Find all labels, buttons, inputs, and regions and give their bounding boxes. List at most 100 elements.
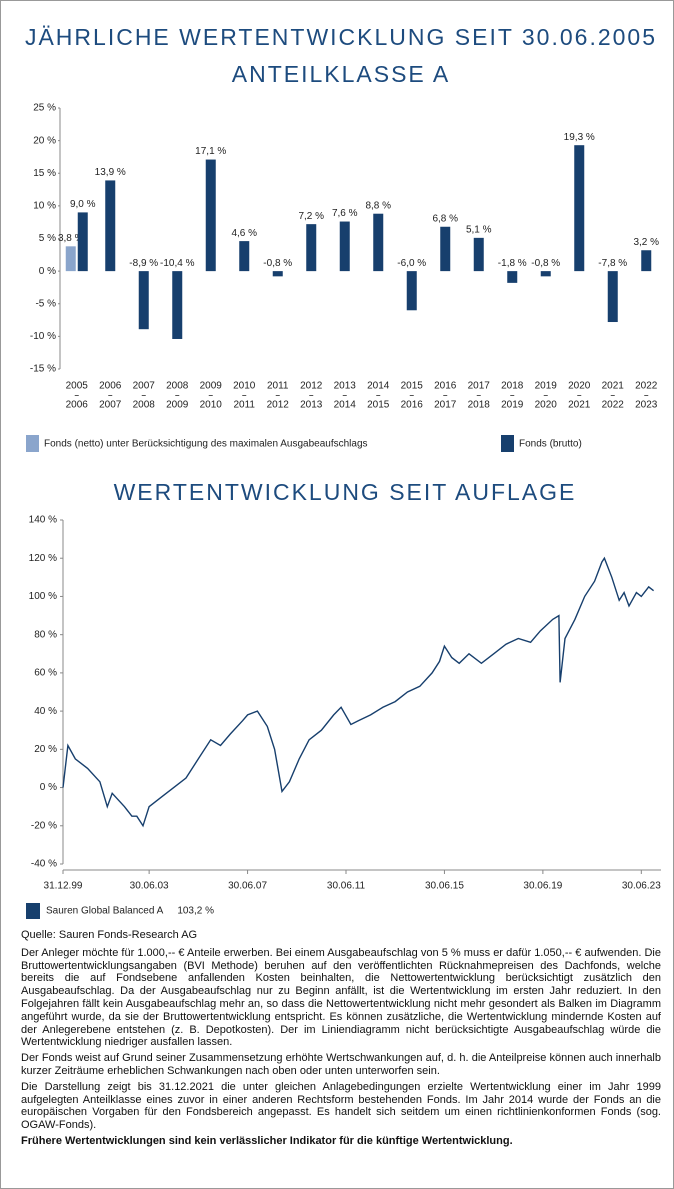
x-tick-label: 2007 xyxy=(99,400,122,411)
value-label: -1,8 % xyxy=(498,258,527,269)
y-tick-label: 60 % xyxy=(34,668,57,679)
y-tick-label: 20 % xyxy=(34,744,57,755)
value-label: 19,3 % xyxy=(564,132,595,143)
x-tick-label: 2011 xyxy=(267,381,289,392)
x-tick-label: 2014 xyxy=(334,400,357,411)
value-label: 6,8 % xyxy=(432,213,458,224)
line xyxy=(62,556,655,828)
y-tick-label: 80 % xyxy=(34,629,57,640)
x-tick-label: 2009 xyxy=(166,400,189,411)
y-tick-label: 120 % xyxy=(29,553,57,564)
paragraph: Der Anleger möchte für 1.000,-- € Anteil… xyxy=(21,946,661,1049)
x-tick-label: 2012 xyxy=(267,400,290,411)
x-tick-label: 2017 xyxy=(468,381,491,392)
y-tick-label: 0 % xyxy=(40,782,57,793)
bar xyxy=(65,246,76,272)
y-tick-label: -10 % xyxy=(30,331,56,342)
value-label: -7,8 % xyxy=(598,258,627,269)
x-tick-label: 2017 xyxy=(434,400,457,411)
x-tick-label: 2016 xyxy=(434,381,457,392)
x-tick-label: 2018 xyxy=(501,381,524,392)
paragraph: Der Fonds weist auf Grund seiner Zusamme… xyxy=(21,1052,661,1077)
value-label: -0,8 % xyxy=(531,258,560,269)
x-tick-label: 2013 xyxy=(300,400,323,411)
x-tick-label: 2015 xyxy=(367,400,390,411)
value-label: 7,2 % xyxy=(298,211,324,222)
x-tick-label: 2006 xyxy=(99,381,122,392)
x-tick-label: 2021 xyxy=(568,400,591,411)
y-tick-label: 100 % xyxy=(29,591,57,602)
legend-value: 103,2 % xyxy=(177,906,214,917)
value-label: 3,2 % xyxy=(633,237,659,248)
x-tick-label: 30.06.11 xyxy=(327,881,366,892)
y-tick-label: 20 % xyxy=(33,135,56,146)
x-tick-label: 30.06.07 xyxy=(228,881,267,892)
x-tick-label: 31.12.99 xyxy=(44,881,83,892)
x-tick-label: 2019 xyxy=(501,400,524,411)
x-tick-label: 2008 xyxy=(133,400,156,411)
x-tick-label: 30.06.15 xyxy=(425,881,464,892)
legend-label: Sauren Global Balanced A xyxy=(46,906,164,917)
x-tick-label: 30.06.19 xyxy=(523,881,562,892)
x-tick-label: 2005 xyxy=(66,381,89,392)
bar xyxy=(105,180,116,272)
source: Quelle: Sauren Fonds-Research AG xyxy=(21,929,198,941)
charts: JÄHRLICHE WERTENTWICKLUNG SEIT 30.06.200… xyxy=(25,24,661,919)
x-tick-label: 2010 xyxy=(233,381,256,392)
y-tick-label: -15 % xyxy=(30,364,56,375)
bar xyxy=(574,145,585,272)
x-tick-label: 2012 xyxy=(300,381,323,392)
legend-label: Fonds (netto) unter Berücksichtigung des… xyxy=(44,439,368,450)
x-tick-label: 2020 xyxy=(568,381,591,392)
y-tick-label: -20 % xyxy=(31,820,57,831)
x-tick-label: 2020 xyxy=(535,400,558,411)
value-label: 17,1 % xyxy=(195,146,226,157)
x-tick-label: 2018 xyxy=(468,400,491,411)
value-label: 9,0 % xyxy=(70,199,96,210)
value-label: 13,9 % xyxy=(95,167,126,178)
value-label: -0,8 % xyxy=(263,258,292,269)
x-tick-label: 2008 xyxy=(166,381,189,392)
value-label: 3,8 % xyxy=(58,233,84,244)
value-label: 4,6 % xyxy=(231,228,257,239)
x-tick-label: 2022 xyxy=(635,381,658,392)
paragraph: Die Darstellung zeigt bis 31.12.2021 die… xyxy=(21,1080,661,1132)
x-tick-label: 2011 xyxy=(233,400,255,411)
y-tick-label: 10 % xyxy=(33,201,56,212)
bar xyxy=(540,271,551,277)
value-label: 5,1 % xyxy=(466,224,492,235)
bar xyxy=(473,237,484,272)
bar xyxy=(172,271,183,339)
x-tick-label: 30.06.03 xyxy=(130,881,169,892)
value-label: -6,0 % xyxy=(397,258,426,269)
chart-subtitle: ANTEILKLASSE A xyxy=(232,61,450,87)
value-label: -8,9 % xyxy=(129,258,158,269)
chart-title: JÄHRLICHE WERTENTWICKLUNG SEIT 30.06.200… xyxy=(25,24,657,50)
y-tick-label: -5 % xyxy=(35,298,56,309)
x-tick-label: 30.06.23 xyxy=(622,881,661,892)
bar xyxy=(77,212,88,272)
x-tick-label: 2021 xyxy=(602,381,625,392)
y-tick-label: 40 % xyxy=(34,706,57,717)
x-tick-label: 2014 xyxy=(367,381,390,392)
legend-swatch xyxy=(501,435,514,452)
y-tick-label: 140 % xyxy=(29,515,57,526)
bar xyxy=(440,226,451,272)
x-tick-label: 2009 xyxy=(200,381,223,392)
x-tick-label: 2023 xyxy=(635,400,658,411)
bar xyxy=(306,224,317,272)
bar xyxy=(607,271,618,323)
text-block: Quelle: Sauren Fonds-Research AG Der Anl… xyxy=(21,929,661,1151)
y-tick-label: 15 % xyxy=(33,168,56,179)
x-tick-label: 2016 xyxy=(401,400,424,411)
bar xyxy=(138,271,149,330)
bar xyxy=(239,241,250,272)
x-tick-label: 2010 xyxy=(200,400,223,411)
y-tick-label: 0 % xyxy=(39,266,56,277)
x-tick-label: 2007 xyxy=(133,381,156,392)
y-tick-label: 5 % xyxy=(39,233,56,244)
bar xyxy=(507,271,518,283)
value-label: -10,4 % xyxy=(160,258,195,269)
x-tick-label: 2013 xyxy=(334,381,357,392)
y-tick-label: 25 % xyxy=(33,103,56,114)
